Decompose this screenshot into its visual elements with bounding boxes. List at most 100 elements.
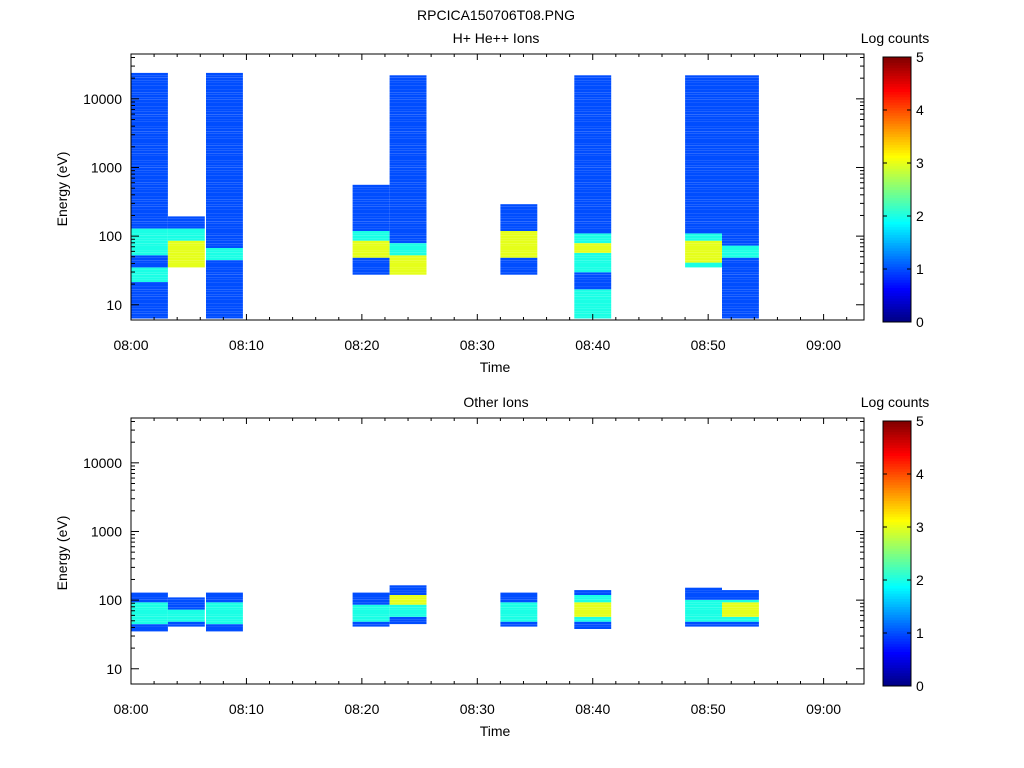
heatmap-cell: [352, 187, 390, 190]
heatmap-cell: [352, 184, 390, 188]
heatmap-cell: [352, 240, 390, 244]
heatmap-cell: [574, 85, 612, 88]
heatmap-cell: [131, 192, 168, 195]
heatmap-cell: [389, 194, 427, 197]
colorbar-swatch: [883, 587, 911, 592]
heatmap-cell: [131, 243, 168, 246]
heatmap-cell: [685, 257, 722, 261]
heatmap-cell: [722, 179, 759, 183]
colorbar-swatch: [883, 598, 911, 602]
heatmap-cell: [500, 206, 538, 210]
heatmap-cell: [722, 607, 759, 610]
heatmap-cell: [500, 221, 538, 224]
colorbar-swatch: [883, 184, 911, 188]
heatmap-cell: [685, 194, 722, 197]
heatmap-cell: [131, 158, 168, 161]
heatmap-cell: [722, 228, 759, 231]
heatmap-cell: [131, 316, 168, 319]
heatmap-cell: [389, 109, 427, 112]
colorbar-swatch: [883, 282, 911, 286]
colorbar-swatch: [883, 603, 911, 607]
heatmap-cell: [722, 597, 759, 600]
heatmap-cell: [574, 141, 612, 144]
heatmap-cell: [722, 614, 759, 617]
heatmap-cell: [574, 192, 612, 195]
colorbar-swatch: [883, 428, 911, 433]
heatmap-cell: [389, 609, 427, 612]
colorbar-swatch: [883, 107, 911, 111]
colorbar-swatch: [883, 194, 911, 198]
x-tick-label: 09:00: [806, 701, 841, 717]
heatmap-cell: [574, 89, 612, 93]
colorbar-swatch: [883, 659, 911, 663]
heatmap-cell: [389, 189, 427, 192]
heatmap-cell: [500, 235, 538, 239]
heatmap-cell: [722, 250, 759, 253]
colorbar-swatch: [883, 601, 911, 605]
heatmap-cell: [131, 114, 168, 117]
heatmap-cell: [722, 170, 759, 173]
heatmap-cell: [352, 609, 390, 612]
colorbar-swatch: [883, 452, 911, 456]
heatmap-cell: [206, 209, 243, 212]
heatmap-cell: [685, 80, 722, 83]
heatmap-cell: [352, 592, 390, 595]
colorbar-swatch: [883, 218, 911, 222]
heatmap-cell: [131, 167, 168, 171]
heatmap-cell: [500, 267, 538, 270]
heatmap-cell: [574, 87, 612, 90]
heatmap-cell: [131, 138, 168, 141]
heatmap-cell: [131, 206, 168, 210]
heatmap-cell: [206, 629, 243, 632]
heatmap-cell: [131, 175, 168, 178]
heatmap-cell: [685, 87, 722, 90]
heatmap-cell: [574, 274, 612, 278]
colorbar-swatch: [883, 123, 911, 127]
colorbar-swatch: [883, 561, 911, 565]
heatmap-cell: [722, 313, 759, 317]
heatmap-cell: [389, 97, 427, 100]
heatmap-cell: [389, 99, 427, 103]
heatmap-cell: [131, 177, 168, 180]
heatmap-cell: [389, 138, 427, 141]
heatmap-cell: [131, 218, 168, 222]
colorbar-swatch: [883, 654, 911, 658]
heatmap-cell: [206, 595, 243, 598]
heatmap-cell: [131, 121, 168, 124]
colorbar-swatch: [883, 263, 911, 267]
colorbar-swatch: [883, 165, 911, 169]
heatmap-cell: [389, 107, 427, 110]
heatmap-cell: [352, 252, 390, 256]
colorbar-swatch: [883, 500, 911, 504]
y-tick-label: 10: [106, 661, 122, 677]
heatmap-cell: [685, 153, 722, 156]
heatmap-cell: [574, 614, 612, 617]
colorbar-swatch: [883, 274, 911, 278]
heatmap-cell: [352, 255, 390, 258]
heatmap-cell: [500, 592, 538, 595]
heatmap-cell: [685, 165, 722, 168]
heatmap-cell: [389, 235, 427, 239]
heatmap-cell: [389, 272, 427, 275]
colorbar-swatch: [883, 295, 911, 299]
colorbar-swatch: [883, 529, 911, 533]
colorbar-swatch: [883, 439, 911, 443]
heatmap-cell: [685, 121, 722, 124]
heatmap-cell: [131, 629, 168, 632]
heatmap-cell: [722, 269, 759, 273]
heatmap-cell: [574, 153, 612, 156]
colorbar-swatch: [883, 466, 911, 470]
heatmap-cell: [722, 211, 759, 214]
heatmap-cell: [131, 116, 168, 120]
colorbar-swatch: [883, 94, 911, 98]
heatmap-cell: [206, 89, 243, 93]
colorbar-swatch: [883, 197, 911, 201]
colorbar-swatch: [883, 468, 911, 472]
colorbar-swatch: [883, 450, 911, 454]
heatmap-cell: [206, 150, 243, 154]
heatmap-cell: [574, 170, 612, 173]
colorbar-swatch: [883, 266, 911, 270]
colorbar-swatch: [883, 72, 911, 77]
heatmap-cell: [722, 165, 759, 168]
heatmap-cell: [352, 621, 390, 625]
